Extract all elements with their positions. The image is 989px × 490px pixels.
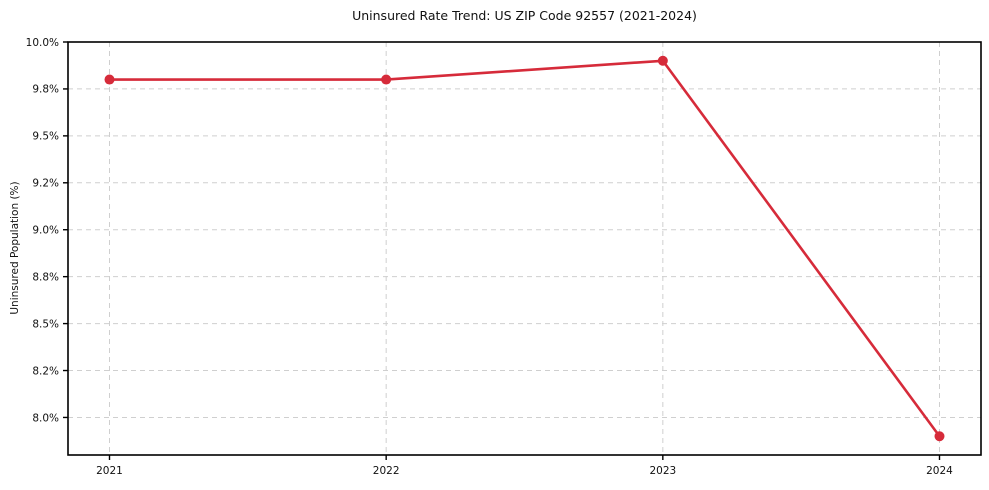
chart-title: Uninsured Rate Trend: US ZIP Code 92557 … xyxy=(352,8,697,23)
y-tick-label: 10.0% xyxy=(26,37,59,49)
x-tick-label: 2024 xyxy=(926,465,953,477)
y-tick-label: 9.2% xyxy=(32,178,59,190)
data-point-2021 xyxy=(104,74,115,85)
grid xyxy=(68,41,981,455)
y-tick-label: 9.8% xyxy=(32,84,59,96)
y-tick-label: 9.5% xyxy=(32,131,59,143)
y-tick-label: 9.0% xyxy=(32,225,59,237)
y-tick-label: 8.8% xyxy=(32,271,59,283)
y-tick-label: 8.0% xyxy=(32,412,59,424)
plot-border xyxy=(67,41,982,456)
y-tick-label: 8.5% xyxy=(32,318,59,330)
x-tick-label: 2022 xyxy=(373,465,400,477)
x-tick-label: 2021 xyxy=(96,465,123,477)
data-point-2023 xyxy=(657,55,668,66)
data-point-2024 xyxy=(934,431,945,442)
x-tick-label: 2023 xyxy=(649,465,676,477)
y-tick-label: 8.2% xyxy=(32,365,59,377)
data-point-2022 xyxy=(381,74,392,85)
trend-line xyxy=(108,59,941,438)
